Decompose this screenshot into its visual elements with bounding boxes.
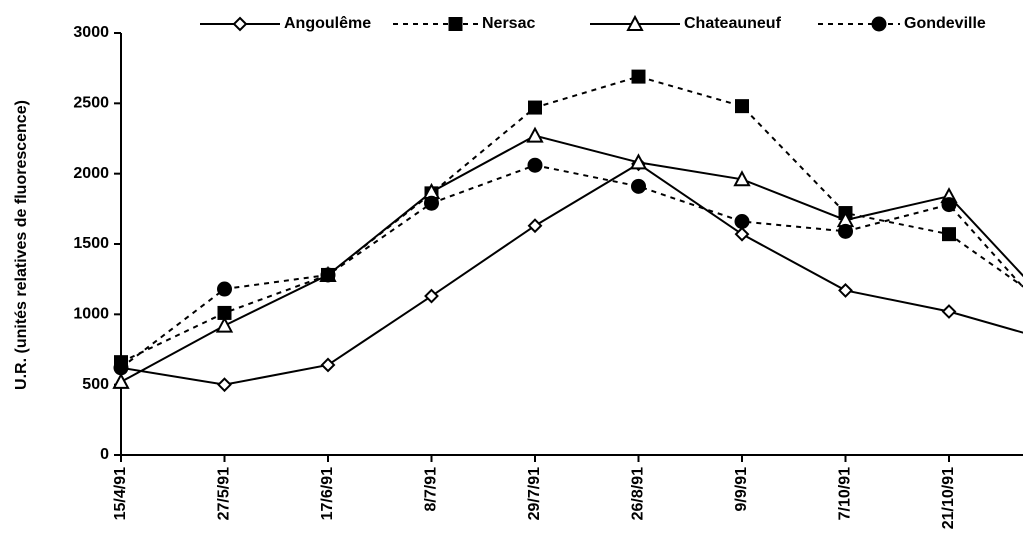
series-line [120,134,1023,383]
y-tick-label: 0 [100,446,109,463]
x-tick-label: 17/6/91 [319,467,336,520]
marker [113,360,129,376]
marker [424,288,439,304]
x-tick-label: 7/10/91 [837,467,854,520]
y-tick-label: 2000 [73,165,109,182]
marker [112,372,130,389]
legend-label: Angoulême [284,15,371,32]
x-tick-label: 27/5/91 [216,467,233,520]
marker [941,304,957,319]
legend-label: Gondeville [904,15,986,32]
marker [629,153,648,170]
marker [217,377,232,393]
y-tick-label: 3000 [73,24,109,41]
marker [942,227,956,242]
marker [217,281,232,297]
marker [320,357,336,373]
marker [735,99,749,114]
series-line [120,164,1023,369]
x-tick-label: 8/7/91 [423,467,440,512]
marker [941,197,957,213]
legend-label: Nersac [482,15,535,32]
marker [448,17,463,31]
y-tick-label: 500 [82,376,109,393]
marker [320,267,336,283]
y-tick-label: 1000 [73,306,109,323]
marker [424,195,439,211]
marker [734,226,750,242]
y-axis-label: U.R. (unités relatives de fluorescence) [13,100,30,390]
marker [733,170,751,187]
marker [838,283,853,298]
marker [838,223,853,239]
marker [528,100,542,115]
y-tick-label: 1500 [73,235,109,252]
legend-label: Chateauneuf [684,15,782,32]
marker [526,126,544,143]
marker [527,218,543,234]
x-tick-label: 9/9/91 [733,467,750,512]
x-tick-label: 26/8/91 [630,467,647,520]
x-tick-label: 21/10/91 [940,467,957,529]
marker [232,16,248,32]
series-line [120,162,1023,386]
marker [215,316,234,333]
x-tick-label: 15/4/91 [112,467,129,520]
marker [734,213,750,229]
marker [631,69,646,84]
series-line [120,75,1023,364]
marker [626,14,644,31]
marker [871,16,887,32]
x-tick-label: 29/7/91 [526,467,543,520]
marker [631,178,646,194]
y-tick-label: 2500 [73,95,109,112]
marker [527,157,543,173]
